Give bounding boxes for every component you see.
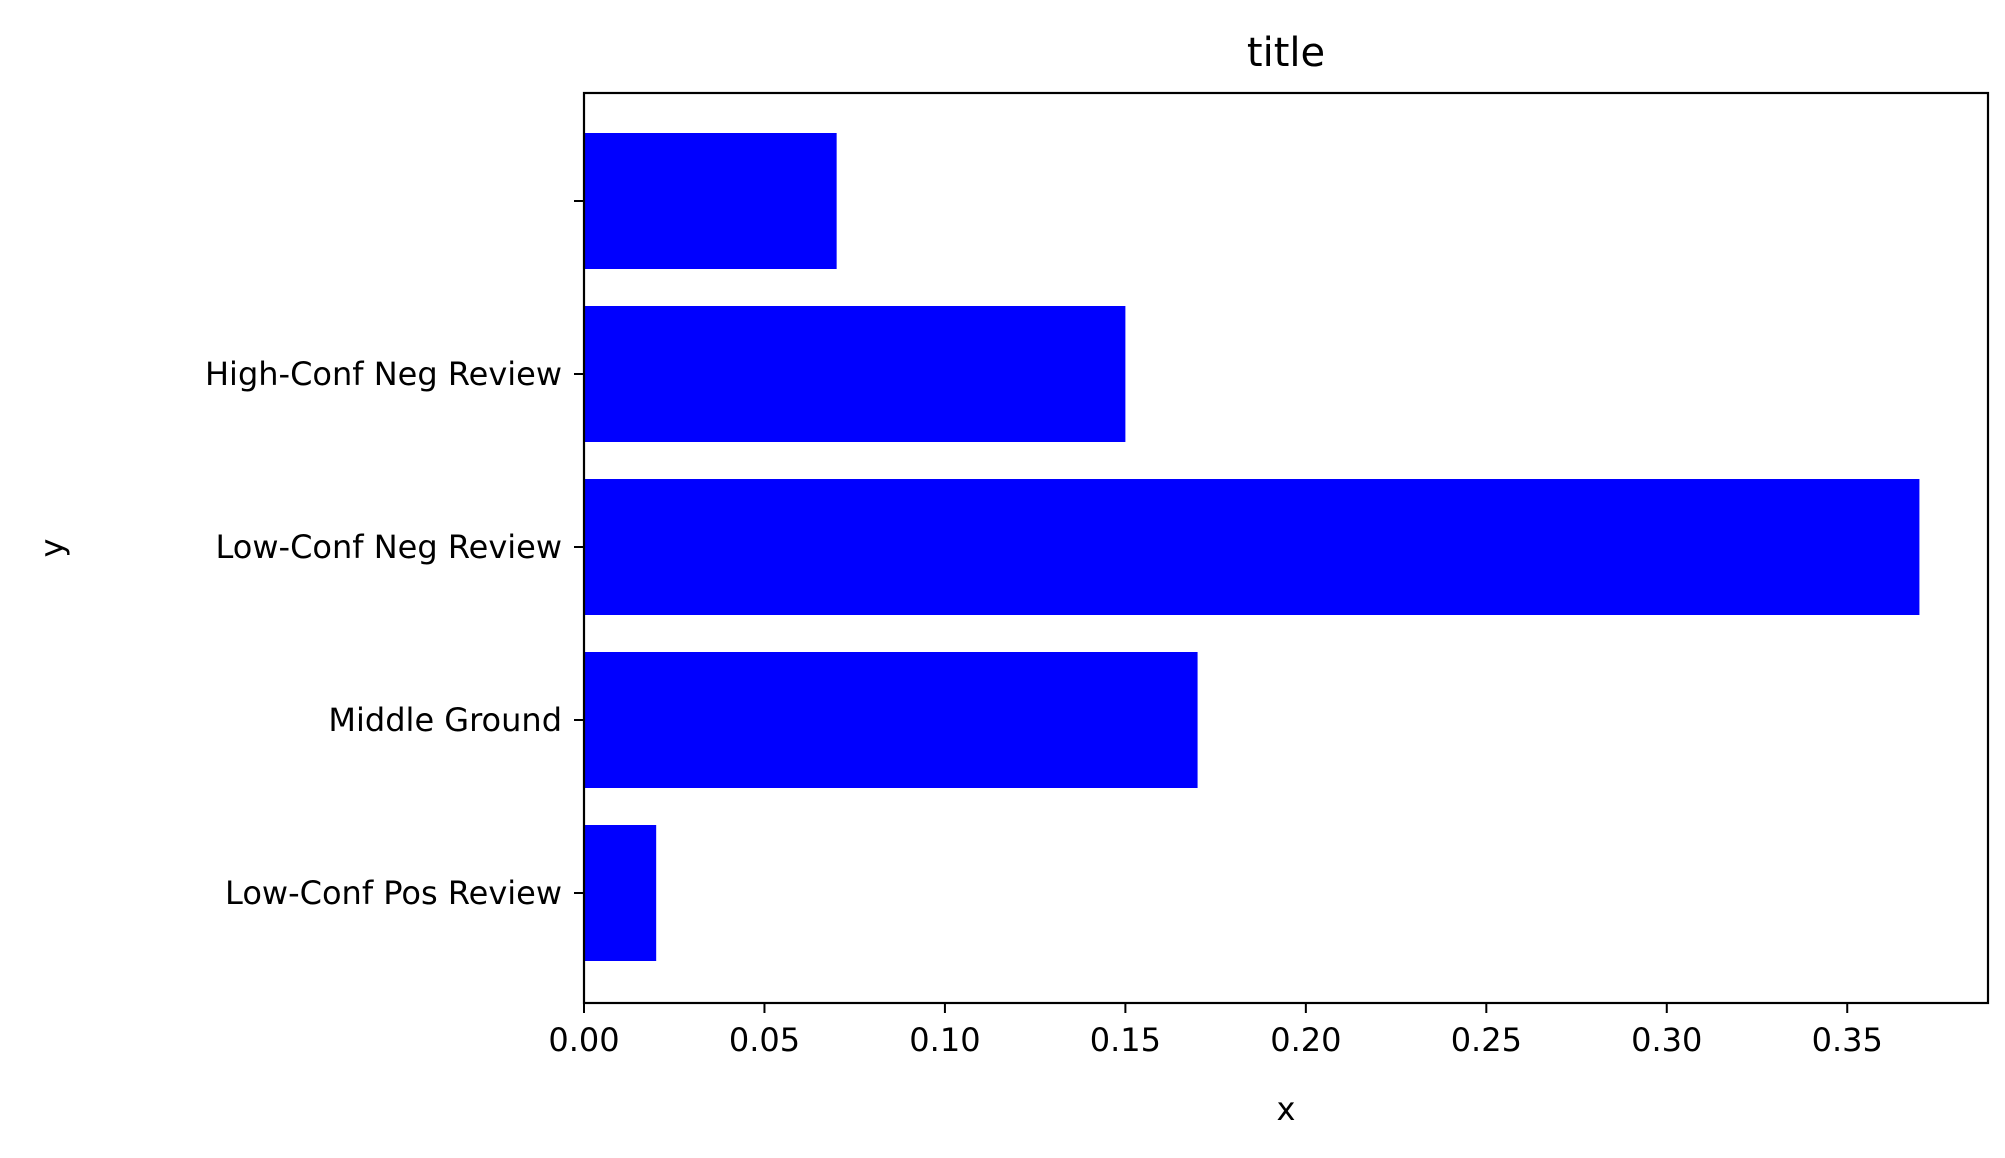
x-tick-label: 0.25 — [1451, 1021, 1522, 1059]
x-tick-label: 0.30 — [1631, 1021, 1702, 1059]
y-tick-label: Low-Conf Neg Review — [216, 528, 562, 566]
y-tick-label: High-Conf Neg Review — [205, 355, 562, 393]
bar-0 — [584, 825, 657, 961]
axes-frame — [582, 91, 1990, 1005]
x-tick-label: 0.10 — [909, 1021, 980, 1059]
bar-4 — [584, 133, 837, 269]
x-tick-label: 0.35 — [1812, 1021, 1883, 1059]
ticks-layer: Low-Conf Pos Review Middle Ground Low-Conf… — [205, 200, 1883, 1059]
bars-layer — [584, 133, 1920, 961]
y-axis-label: y — [33, 539, 71, 558]
x-tick-label: 0.05 — [729, 1021, 800, 1059]
bar-1 — [584, 652, 1198, 788]
chart-title: title — [1247, 30, 1325, 76]
y-tick-label: Middle Ground — [328, 701, 562, 739]
x-tick-label: 0.15 — [1090, 1021, 1161, 1059]
x-tick-label: 0.20 — [1270, 1021, 1341, 1059]
bar-2 — [584, 479, 1920, 615]
x-tick-label: 0.00 — [548, 1021, 619, 1059]
y-tick-label: Low-Conf Pos Review — [225, 874, 562, 912]
bar-3 — [584, 306, 1126, 442]
x-axis-label: x — [1277, 1090, 1296, 1128]
